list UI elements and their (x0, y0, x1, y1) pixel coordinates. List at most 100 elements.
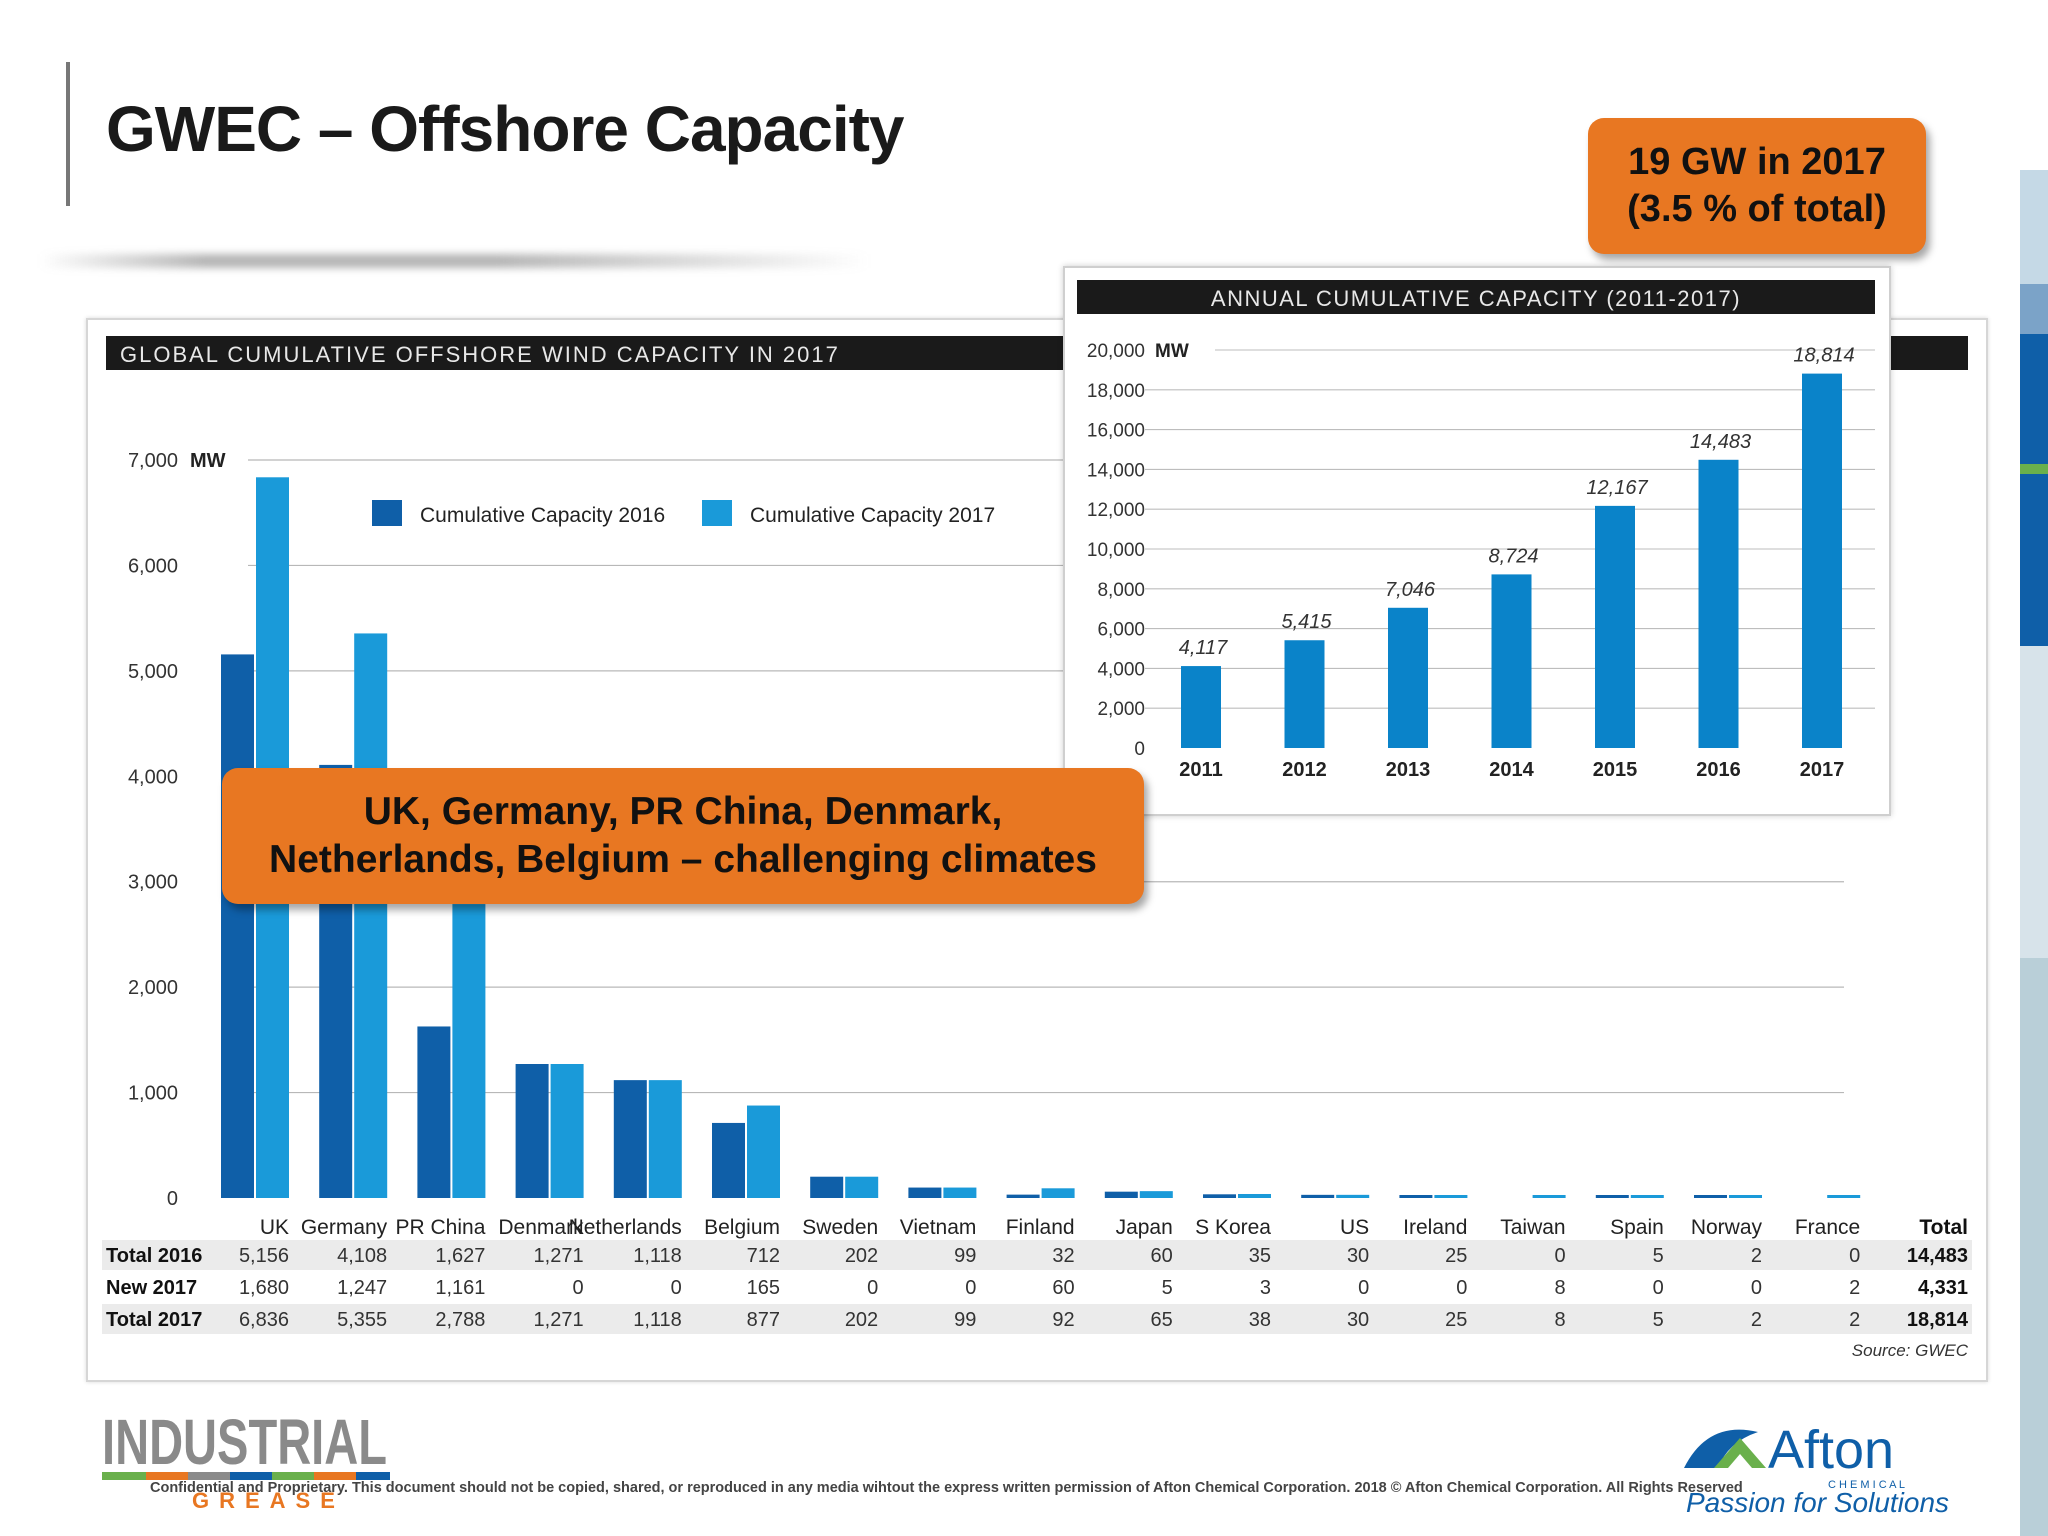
inset-y-tick-label: 14,000 (1087, 460, 1145, 481)
main-x-category-label: Japan (1116, 1216, 1173, 1239)
table-cell: 5 (1653, 1309, 1664, 1331)
inset-x-category-label: 2014 (1489, 759, 1534, 781)
table-cell: 65 (1151, 1309, 1173, 1331)
main-y-tick-label: 0 (167, 1188, 178, 1210)
main-y-tick-label: 4,000 (128, 766, 178, 788)
table-cell: 0 (1751, 1277, 1762, 1299)
main-x-category-label: Ireland (1403, 1216, 1467, 1239)
bar-2017 (845, 1176, 879, 1198)
table-cell: 165 (747, 1277, 780, 1299)
callout-19gw: 19 GW in 2017 (3.5 % of total) (1588, 118, 1926, 254)
main-y-tick-label: 7,000 (128, 450, 178, 472)
main-x-category-label: Norway (1691, 1216, 1763, 1239)
bar-2017 (1532, 1195, 1566, 1198)
table-cell: 2 (1849, 1277, 1860, 1299)
legend-label-2016: Cumulative Capacity 2016 (420, 504, 665, 527)
bar-2017 (1729, 1195, 1762, 1198)
inset-x-category-label: 2012 (1282, 759, 1327, 781)
bar-2017 (1238, 1193, 1271, 1198)
table-cell: 60 (1052, 1277, 1074, 1299)
table-cell: 2 (1751, 1245, 1762, 1267)
inset-bar (1284, 640, 1325, 748)
inset-value-label: 14,483 (1690, 431, 1751, 453)
main-y-tick-label: 1,000 (128, 1083, 178, 1105)
inset-y-tick-label: 16,000 (1087, 421, 1145, 442)
bar-2017 (1041, 1188, 1075, 1198)
table-row-bg (102, 1240, 1972, 1270)
legend-swatch-2016 (372, 500, 402, 526)
table-cell: 0 (572, 1277, 583, 1299)
main-x-category-label: S Korea (1195, 1216, 1271, 1239)
table-row-label: Total 2016 (106, 1245, 202, 1267)
table-cell: 38 (1249, 1309, 1271, 1331)
callout-19gw-line1: 19 GW in 2017 (1628, 140, 1886, 183)
bar-2017 (1630, 1195, 1664, 1198)
table-cell: 8 (1554, 1277, 1565, 1299)
inset-x-category-label: 2016 (1696, 759, 1741, 781)
main-chart-title: GLOBAL CUMULATIVE OFFSHORE WIND CAPACITY… (120, 342, 840, 367)
logo-grease-text: GREASE (192, 1488, 345, 1513)
table-total-header: Total (1919, 1216, 1968, 1239)
right-edge-stripes (2020, 0, 2048, 1536)
table-cell: 6,836 (239, 1309, 289, 1331)
table-cell: 0 (1554, 1245, 1565, 1267)
bar-2016 (908, 1187, 942, 1198)
inset-value-label: 18,814 (1793, 345, 1854, 367)
table-cell: 0 (1849, 1245, 1860, 1267)
table-cell: 1,271 (534, 1245, 584, 1267)
table-cell: 25 (1445, 1245, 1467, 1267)
inset-chart-panel: ANNUAL CUMULATIVE CAPACITY (2011-2017) 0 2… (1063, 266, 1891, 816)
table-cell: 1,118 (633, 1245, 682, 1267)
table-cell: 0 (1358, 1277, 1369, 1299)
table-cell: 1,118 (633, 1309, 682, 1331)
main-x-category-label: US (1340, 1216, 1369, 1239)
bar-2017 (550, 1064, 584, 1198)
main-x-category-label: Finland (1006, 1216, 1075, 1239)
table-row-total: 18,814 (1907, 1309, 1969, 1331)
inset-y-tick-label: 12,000 (1087, 500, 1145, 521)
main-y-unit-label: MW (190, 450, 226, 472)
title-accent-bar (66, 62, 70, 206)
inset-y-unit-label: MW (1155, 341, 1189, 362)
bar-2016 (810, 1176, 844, 1198)
table-row-label: New 2017 (106, 1277, 197, 1299)
table-cell: 99 (954, 1245, 976, 1267)
logo-tagline-text: Passion for Solutions (1686, 1487, 1949, 1518)
table-cell: 1,271 (534, 1309, 584, 1331)
bar-2016 (1104, 1191, 1138, 1198)
bar-2016 (712, 1122, 745, 1198)
inset-y-tick-label: 0 (1134, 739, 1145, 760)
callout-climates-line2: Netherlands, Belgium – challenging clima… (269, 838, 1097, 881)
global-offshore-capacity-chart: GLOBAL CUMULATIVE OFFSHORE WIND CAPACITY… (102, 336, 1972, 1360)
inset-bar (1595, 505, 1635, 748)
inset-value-label: 8,724 (1488, 545, 1538, 567)
table-cell: 4,108 (337, 1245, 387, 1267)
table-cell: 30 (1347, 1245, 1369, 1267)
bar-2017 (354, 633, 388, 1198)
logo-chemical-text: C H E M I C A L (1828, 1479, 1905, 1491)
table-cell: 2 (1751, 1309, 1762, 1331)
inset-chart-title-band (1077, 280, 1875, 314)
bar-2016 (1203, 1194, 1236, 1198)
callout-climates-line1: UK, Germany, PR China, Denmark, (363, 789, 1003, 833)
table-row-bg (102, 1272, 1972, 1302)
inset-bar (1181, 666, 1221, 748)
table-cell: 35 (1249, 1245, 1271, 1267)
bar-2016 (1301, 1194, 1335, 1198)
inset-bar (1802, 373, 1842, 748)
table-cell: 877 (747, 1309, 780, 1331)
main-x-category-label: Sweden (802, 1216, 878, 1239)
inset-chart-title: ANNUAL CUMULATIVE CAPACITY (2011-2017) (1211, 286, 1741, 311)
table-cell: 202 (845, 1309, 878, 1331)
annual-cumulative-capacity-chart: ANNUAL CUMULATIVE CAPACITY (2011-2017) 0 2… (1077, 280, 1875, 781)
bar-2016 (1399, 1195, 1433, 1198)
table-cell: 0 (671, 1277, 682, 1299)
main-y-tick-label: 2,000 (128, 977, 178, 999)
table-cell: 3 (1260, 1277, 1271, 1299)
callout-challenging-climates: UK, Germany, PR China, Denmark, Netherla… (222, 768, 1144, 904)
table-cell: 92 (1052, 1309, 1074, 1331)
bar-2017 (648, 1080, 682, 1198)
inset-x-category-label: 2011 (1179, 759, 1222, 781)
afton-triangle-icon (1714, 1438, 1766, 1468)
main-x-category-label: Germany (301, 1216, 388, 1239)
